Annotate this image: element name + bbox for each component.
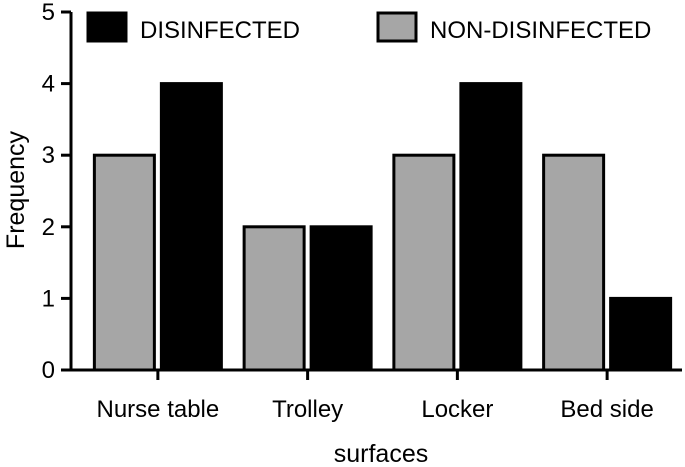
legend-label: NON-DISINFECTED [430,17,651,44]
y-axis-title: Frequency [2,130,30,249]
bar-non-disinfected-locker [392,153,456,372]
bar-disinfected-locker [459,82,523,372]
y-axis: 0 1 2 3 4 5 [42,0,73,384]
bar-non-disinfected-bed-side [542,153,606,372]
y-tick-label: 3 [42,142,55,169]
bar-disinfected-bed-side [609,296,673,372]
x-axis: Nurse table Trolley Locker Bed side [71,368,682,423]
legend-swatch [86,11,128,43]
x-tick-label: Trolley [272,396,343,423]
x-tick-label: Bed side [560,396,653,423]
bar-disinfected-nurse-table [159,82,223,372]
legend-swatch [376,11,418,43]
bars [92,82,673,372]
x-tick-label: Nurse table [97,396,220,423]
legend-label: DISINFECTED [140,17,300,44]
y-tick-label: 2 [42,214,55,241]
x-axis-title: surfaces [334,440,428,467]
y-tick-label: 1 [42,285,55,312]
x-tick-label: Locker [421,396,493,423]
y-tick-label: 5 [42,0,55,26]
y-tick-label: 4 [42,71,55,98]
legend: DISINFECTED NON-DISINFECTED [86,11,651,44]
bar-non-disinfected-nurse-table [92,153,156,372]
bar-non-disinfected-trolley [242,225,306,372]
y-tick-label: 0 [42,357,55,384]
bar-disinfected-trolley [309,225,373,372]
